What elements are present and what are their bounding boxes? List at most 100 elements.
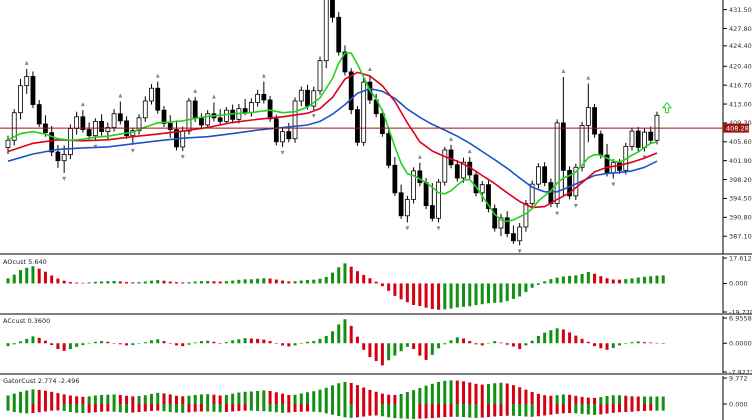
gator-upper-bar-down — [468, 382, 472, 405]
histogram-bar-down — [362, 343, 366, 350]
histogram-bar-down — [474, 343, 478, 345]
histogram-bar-down — [174, 282, 178, 284]
histogram-bar-up — [636, 277, 640, 284]
candle — [117, 101, 123, 125]
gator-upper-bar-up — [324, 387, 328, 405]
gator-lower-bar-down — [131, 404, 135, 413]
histogram-bar-down — [499, 342, 503, 344]
price-tick-label: 390.80 — [729, 214, 752, 222]
candle — [336, 12, 342, 56]
gator-lower-bar-down — [493, 404, 497, 417]
bear-candle-body — [448, 149, 454, 166]
fractal-down-icon — [62, 176, 67, 181]
candle — [18, 79, 23, 120]
indicator-tick-label: -7.9271 — [729, 368, 752, 376]
histogram-bar-down — [274, 343, 278, 344]
bull-candle-body — [142, 100, 148, 119]
histogram-bar-up — [6, 343, 10, 347]
histogram-bar-up — [549, 279, 553, 284]
gator-upper-bar-down — [368, 389, 372, 405]
gator-pane[interactable]: GatorCust 2.774 -2.496 9.772 0.000 — [3, 374, 748, 420]
gator-upper-bar-up — [418, 388, 422, 405]
gator-lower-bar-up — [518, 404, 522, 417]
candle — [167, 115, 173, 138]
bear-candle-body — [117, 113, 123, 122]
bull-candle-body — [517, 226, 523, 242]
candle — [99, 114, 104, 136]
candle — [61, 145, 67, 173]
gator-upper-bar-down — [636, 396, 640, 405]
candle — [273, 114, 279, 146]
bull-candle-body — [317, 60, 323, 92]
price-tick-label: 420.40 — [729, 63, 752, 71]
gator-lower-bar-up — [318, 404, 322, 413]
bear-candle-body — [199, 117, 204, 126]
gator-lower-bar-up — [18, 404, 22, 413]
bull-candle-body — [61, 154, 67, 162]
histogram-bar-down — [561, 329, 565, 344]
histogram-bar-down — [56, 278, 60, 284]
gator-lower-bar-up — [75, 404, 79, 413]
candle — [436, 179, 441, 223]
candle — [379, 109, 385, 137]
gator-upper-bar-up — [330, 385, 334, 405]
gator-indicator-title: GatorCust 2.774 -2.496 — [3, 377, 80, 385]
fractal-down-icon — [436, 226, 441, 231]
histogram-bar-down — [462, 338, 466, 344]
gator-upper-bar-down — [362, 387, 366, 405]
gator-upper-bar-down — [162, 393, 166, 405]
gator-lower-bar-down — [43, 404, 47, 412]
histogram-bar-up — [293, 281, 297, 284]
gator-upper-bar-down — [586, 397, 590, 405]
bull-candle-body — [111, 113, 117, 128]
price-pane[interactable]: 431.50 427.80 424.40 420.40 416.70 413.00 409.… — [0, 0, 752, 254]
histogram-bar-down — [368, 278, 372, 284]
gator-upper-bar-up — [405, 392, 409, 405]
ao-pane[interactable]: AOcust 5.640 17.612 0.000 -19.770 — [3, 254, 752, 316]
indicator-tick-label: 6.9558 — [729, 314, 752, 322]
histogram-bar-down — [262, 339, 266, 344]
bear-candle-body — [560, 122, 566, 171]
gator-lower-bar-up — [524, 404, 528, 417]
candle — [142, 96, 148, 122]
fractal-down-icon — [311, 114, 316, 119]
candle — [330, 0, 335, 23]
gator-lower-bar-up — [468, 404, 472, 418]
histogram-bar-up — [343, 319, 347, 344]
histogram-bar-down — [355, 271, 359, 284]
bear-candle-body — [30, 76, 36, 105]
histogram-bar-down — [368, 343, 372, 358]
histogram-bar-up — [231, 280, 235, 284]
histogram-bar-up — [630, 278, 634, 284]
candle — [292, 97, 298, 143]
bear-candle-body — [267, 99, 273, 120]
histogram-bar-down — [655, 342, 659, 344]
histogram-bar-up — [25, 338, 29, 344]
price-label-bg — [723, 123, 749, 133]
histogram-bar-down — [162, 341, 166, 344]
gator-upper-bar-up — [224, 394, 228, 405]
bull-candle-body — [186, 100, 192, 132]
gator-upper-bar-up — [6, 395, 10, 405]
bull-candle-body — [536, 166, 541, 185]
gator-upper-bar-down — [530, 392, 534, 405]
histogram-bar-down — [174, 343, 178, 346]
histogram-bar-up — [243, 279, 247, 284]
bull-candle-body — [136, 117, 142, 131]
candle — [454, 160, 460, 182]
gator-lower-bar-up — [511, 404, 515, 416]
histogram-bar-down — [268, 341, 272, 344]
candle — [398, 184, 404, 219]
ac-pane[interactable]: ACcust 0.3600 6.9558 0.0000 -7.9271 — [3, 314, 752, 376]
histogram-bar-up — [156, 280, 160, 284]
gator-lower-bar-up — [62, 404, 66, 411]
histogram-bar-down — [131, 282, 135, 284]
gator-lower-bar-up — [125, 404, 129, 413]
gator-upper-bar-up — [106, 394, 110, 405]
gator-lower-bar-up — [387, 404, 391, 418]
histogram-bar-down — [661, 343, 665, 344]
price-tick-label: 387.10 — [729, 232, 752, 240]
gator-upper-bar-up — [437, 381, 441, 405]
